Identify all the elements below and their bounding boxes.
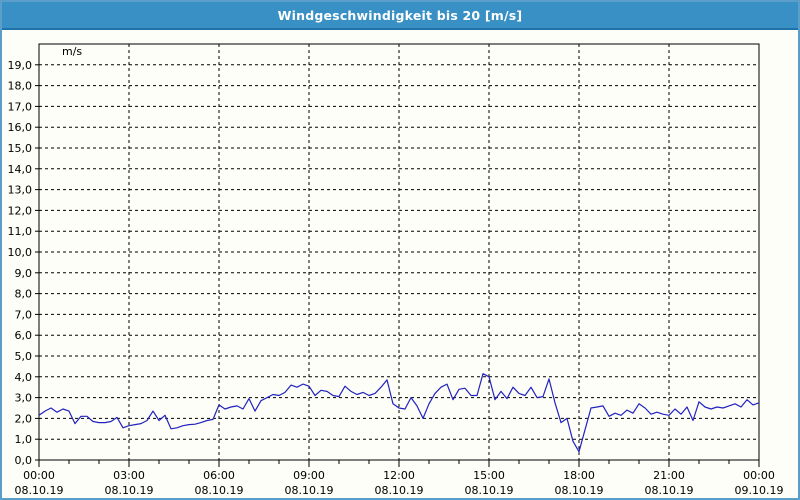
svg-text:18:00: 18:00 (563, 469, 595, 482)
title-bar: Windgeschwindigkeit bis 20 [m/s] (2, 2, 798, 30)
svg-text:12:00: 12:00 (383, 469, 415, 482)
svg-text:08.10.19: 08.10.19 (285, 484, 334, 497)
svg-text:3,0: 3,0 (15, 392, 33, 405)
svg-text:06:00: 06:00 (203, 469, 235, 482)
svg-text:12,0: 12,0 (8, 204, 33, 217)
svg-text:15:00: 15:00 (473, 469, 505, 482)
svg-text:08.10.19: 08.10.19 (195, 484, 244, 497)
svg-text:17,0: 17,0 (8, 100, 33, 113)
svg-text:8,0: 8,0 (15, 288, 33, 301)
chart-area: 0,0 1,0 2,0 3,0 4,0 5,0 6,0 7,0 8,0 9,0 10,0 11,0 12… (2, 30, 798, 498)
svg-text:19,0: 19,0 (8, 59, 33, 72)
svg-text:16,0: 16,0 (8, 121, 33, 134)
svg-text:6,0: 6,0 (15, 329, 33, 342)
svg-text:21:00: 21:00 (653, 469, 685, 482)
svg-text:08.10.19: 08.10.19 (15, 484, 64, 497)
svg-text:08.10.19: 08.10.19 (105, 484, 154, 497)
svg-text:5,0: 5,0 (15, 350, 33, 363)
svg-text:9,0: 9,0 (15, 267, 33, 280)
svg-text:09:00: 09:00 (293, 469, 325, 482)
svg-text:7,0: 7,0 (15, 308, 33, 321)
wind-speed-chart: 0,0 1,0 2,0 3,0 4,0 5,0 6,0 7,0 8,0 9,0 10,0 11,0 12… (8, 43, 784, 497)
svg-text:0,0: 0,0 (15, 454, 33, 467)
svg-text:1,0: 1,0 (15, 433, 33, 446)
svg-text:15,0: 15,0 (8, 142, 33, 155)
svg-text:13,0: 13,0 (8, 184, 33, 197)
svg-text:08.10.19: 08.10.19 (645, 484, 694, 497)
svg-text:10,0: 10,0 (8, 246, 33, 259)
svg-text:4,0: 4,0 (15, 371, 33, 384)
svg-text:00:00: 00:00 (743, 469, 775, 482)
svg-text:14,0: 14,0 (8, 163, 33, 176)
svg-text:08.10.19: 08.10.19 (375, 484, 424, 497)
svg-text:18,0: 18,0 (8, 80, 33, 93)
svg-text:08.10.19: 08.10.19 (555, 484, 604, 497)
svg-text:m/s: m/s (62, 45, 82, 58)
svg-text:2,0: 2,0 (15, 412, 33, 425)
chart-title: Windgeschwindigkeit bis 20 [m/s] (277, 7, 523, 23)
svg-text:11,0: 11,0 (8, 225, 33, 238)
svg-text:00:00: 00:00 (23, 469, 55, 482)
svg-text:08.10.19: 08.10.19 (465, 484, 514, 497)
svg-text:09.10.19: 09.10.19 (735, 484, 784, 497)
svg-text:03:00: 03:00 (113, 469, 145, 482)
